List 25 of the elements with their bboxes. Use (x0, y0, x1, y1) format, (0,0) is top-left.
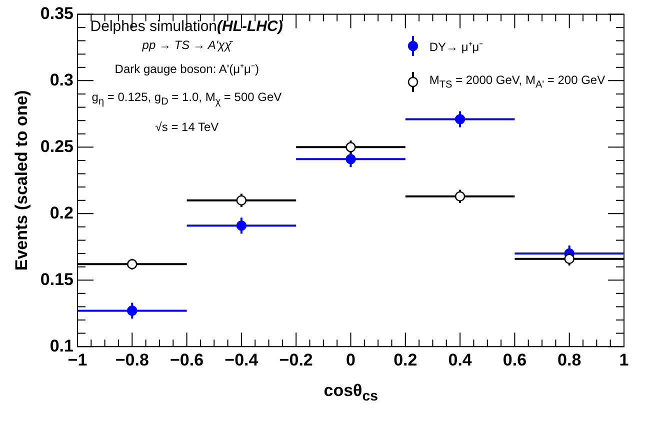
x-tick-label: −0.4 (224, 350, 259, 370)
y-tick-label: 0.35 (40, 4, 74, 23)
legend-label: DY→ μ⁺μ⁻ (429, 38, 484, 55)
annotation: g$_{η}$ = 0.125, g$_{D}$ = 1.0, M$_{χ}$ = 500 GeV (92, 90, 282, 108)
x-axis-title: cosθ$_{cs}$ (324, 380, 378, 404)
x-tick-label: 0 (346, 350, 356, 370)
annotation: √s = 14 TeV (155, 120, 219, 134)
x-tick-label: 0.4 (448, 350, 472, 370)
y-axis-title: Events (scaled to one) (12, 90, 31, 271)
y-tick-label: 0.3 (50, 70, 74, 90)
y-tick-label: 0.15 (40, 270, 74, 289)
x-tick-label: 1 (619, 350, 629, 370)
legend-label: M$_{TS}$ = 2000 GeV, M$_{A'}$ = 200 GeV (429, 73, 606, 91)
x-tick-label: −0.2 (279, 350, 313, 370)
annotation: pp → TS → A'χχ̄ (142, 38, 232, 52)
y-tick-label: 0.2 (50, 203, 74, 222)
annotation: Delphes simulation (90, 18, 218, 36)
y-tick-label: 0.25 (40, 136, 74, 156)
annotation: (HL-LHC) (217, 18, 283, 36)
x-tick-label: 0.6 (502, 350, 527, 370)
x-tick-label: 0.8 (558, 350, 582, 370)
x-tick-label: −0.6 (170, 350, 204, 370)
annotation: Dark gauge boson: A'(μ⁺μ⁻) (114, 61, 259, 78)
x-tick-label: −0.8 (115, 350, 149, 370)
x-tick-label: 0.2 (394, 350, 418, 370)
